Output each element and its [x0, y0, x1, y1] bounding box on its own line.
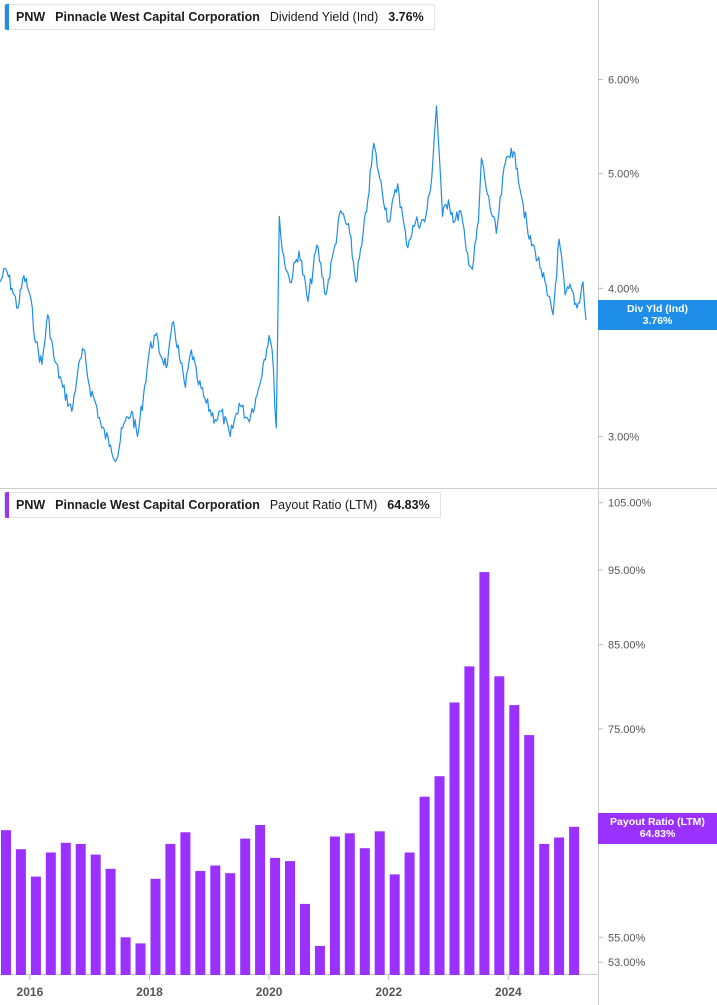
- payout-last-value-tag: Payout Ratio (LTM) 64.83%: [598, 813, 717, 844]
- payout-bar: [539, 843, 550, 975]
- yield-legend-company: Pinnacle West Capital Corporation: [55, 10, 260, 24]
- payout-bar: [434, 776, 445, 975]
- payout-legend: PNW Pinnacle West Capital Corporation Pa…: [4, 492, 441, 518]
- payout-legend-value: 64.83%: [387, 498, 430, 512]
- yield-legend-value: 3.76%: [388, 10, 424, 24]
- payout-bar: [374, 831, 385, 975]
- payout-bar: [255, 825, 266, 975]
- payout-bar: [15, 849, 26, 975]
- payout-bar: [314, 945, 325, 975]
- yield-legend: PNW Pinnacle West Capital Corporation Di…: [4, 4, 435, 30]
- payout-bar: [90, 854, 101, 975]
- payout-y-tick-label: 53.00%: [608, 957, 646, 969]
- yield-legend-ticker[interactable]: PNW: [16, 10, 46, 24]
- payout-y-tick-label: 105.00%: [608, 498, 652, 510]
- payout-bar: [419, 796, 430, 975]
- yield-tag-name: Div Yld (Ind): [626, 303, 689, 315]
- yield-series-line: [0, 105, 587, 463]
- payout-bar: [464, 666, 475, 975]
- x-tick-label: 2020: [256, 985, 283, 999]
- payout-bar: [300, 903, 310, 975]
- payout-y-tick-label: 95.00%: [608, 565, 646, 577]
- payout-bar: [165, 843, 176, 975]
- yield-legend-metric: Dividend Yield (Ind): [269, 10, 379, 24]
- payout-legend-metric: Payout Ratio (LTM): [269, 498, 378, 512]
- yield-y-tick-label: 3.00%: [608, 432, 639, 444]
- payout-bar: [60, 842, 71, 975]
- payout-y-tick-label: 75.00%: [608, 724, 646, 736]
- payout-bar: [270, 857, 281, 975]
- payout-bar: [524, 735, 535, 975]
- payout-bar: [75, 843, 86, 975]
- yield-legend-swatch: [5, 4, 9, 30]
- payout-bar: [554, 837, 565, 975]
- x-tick-label: 2018: [136, 985, 163, 999]
- yield-tag-value: 3.76%: [642, 315, 673, 327]
- payout-y-tick-label: 55.00%: [608, 932, 646, 944]
- payout-bar: [45, 852, 56, 975]
- payout-tag-name: Payout Ratio (LTM): [610, 816, 705, 828]
- payout-bar: [240, 838, 251, 975]
- payout-bar: [329, 836, 340, 975]
- payout-bar: [105, 868, 116, 975]
- payout-bar: [359, 848, 370, 975]
- payout-chart: [1, 572, 580, 975]
- payout-legend-swatch: [5, 492, 9, 518]
- yield-y-tick-label: 5.00%: [608, 168, 639, 180]
- payout-bar: [285, 861, 295, 975]
- payout-bar: [135, 943, 146, 975]
- x-tick-label: 2016: [17, 985, 44, 999]
- payout-bar: [449, 702, 460, 975]
- payout-bar: [569, 826, 580, 975]
- yield-last-value-tag: Div Yld (Ind) 3.76%: [598, 300, 717, 330]
- payout-bar: [225, 873, 236, 975]
- yield-y-tick-label: 6.00%: [608, 74, 639, 86]
- payout-bar: [120, 937, 131, 975]
- yield-y-tick-label: 4.00%: [608, 283, 639, 295]
- payout-bar: [479, 572, 490, 975]
- payout-bar: [30, 876, 41, 975]
- payout-bar: [195, 871, 206, 975]
- payout-legend-company: Pinnacle West Capital Corporation: [55, 498, 260, 512]
- payout-bar: [344, 833, 355, 975]
- payout-bar: [509, 705, 520, 975]
- payout-bar: [150, 878, 161, 975]
- x-tick-label: 2022: [375, 985, 402, 999]
- payout-y-tick-label: 85.00%: [608, 640, 646, 652]
- payout-bar: [180, 832, 191, 975]
- payout-bar: [404, 852, 415, 975]
- yield-chart: [0, 105, 587, 463]
- payout-bar: [494, 676, 505, 975]
- payout-legend-ticker[interactable]: PNW: [16, 498, 46, 512]
- payout-bar: [1, 830, 11, 975]
- payout-bar: [389, 874, 400, 975]
- x-tick-label: 2024: [495, 985, 522, 999]
- payout-tag-value: 64.83%: [639, 828, 676, 840]
- payout-bar: [210, 865, 221, 975]
